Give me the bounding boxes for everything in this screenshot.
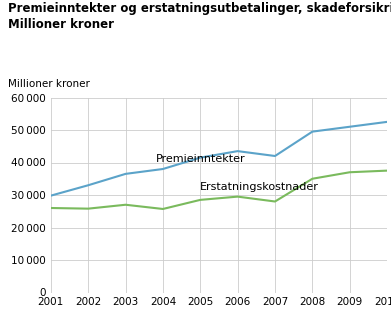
Text: Millioner kroner: Millioner kroner — [8, 79, 90, 89]
Text: Premieinntekter: Premieinntekter — [156, 154, 245, 164]
Text: Premieinntekter og erstatningsutbetalinger, skadeforsikring.: Premieinntekter og erstatningsutbetaling… — [8, 2, 391, 15]
Text: Millioner kroner: Millioner kroner — [8, 18, 114, 31]
Text: Erstatningskostnader: Erstatningskostnader — [200, 182, 319, 192]
